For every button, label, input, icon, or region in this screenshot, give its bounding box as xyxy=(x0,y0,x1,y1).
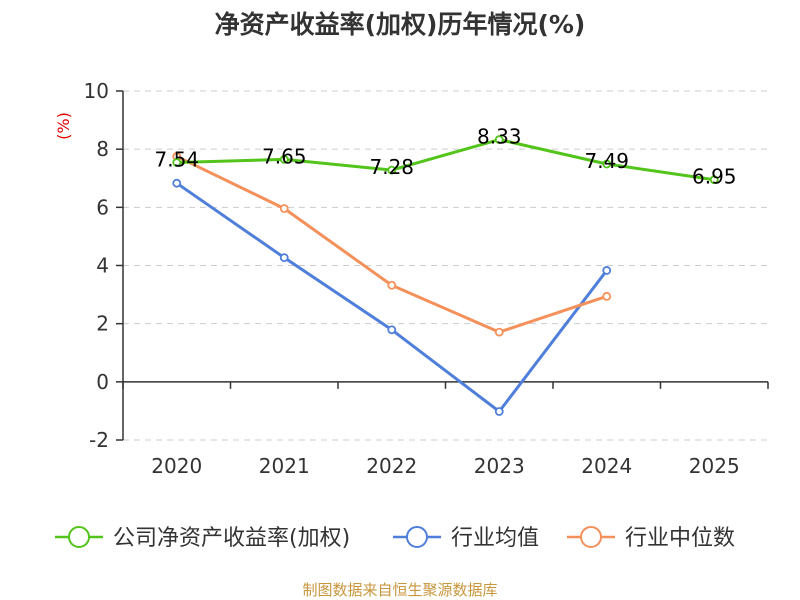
legend-label: 行业均值 xyxy=(451,526,539,551)
legend-marker xyxy=(68,526,90,548)
series-line-2 xyxy=(176,155,608,334)
y-axis-label: (%) xyxy=(54,112,73,140)
data-point xyxy=(602,266,612,275)
data-point xyxy=(279,253,289,263)
legend-label: 公司净资产收益率(加权) xyxy=(113,526,350,551)
data-point xyxy=(172,178,182,188)
x-tick-label: 2025 xyxy=(689,454,740,478)
data-point xyxy=(172,158,182,167)
y-tick-label: 2 xyxy=(96,312,109,336)
legend-label: 行业中位数 xyxy=(625,526,735,551)
source-note: 制图数据来自恒生聚源数据库 xyxy=(302,581,497,599)
legend-item-2[interactable]: 行业中位数 xyxy=(567,526,735,551)
x-tick-label: 2024 xyxy=(581,454,632,478)
data-label: 7.28 xyxy=(369,155,414,179)
data-point xyxy=(494,327,504,337)
chart-title: 净资产收益率(加权)历年情况(%) xyxy=(215,10,586,39)
data-label: 7.49 xyxy=(584,149,629,173)
legend: 公司净资产收益率(加权) 行业均值 行业中位数 xyxy=(55,526,735,551)
y-tick-label: 0 xyxy=(96,370,109,394)
y-tick-label: 4 xyxy=(96,254,109,278)
y-tick-label: 10 xyxy=(84,79,109,103)
legend-marker xyxy=(406,526,428,548)
y-tick-label: 6 xyxy=(96,195,109,219)
data-label: 7.65 xyxy=(262,144,307,168)
axes: -2 0 2 4 6 8 10 2020 2021 2022 2023 2024 2025 xyxy=(84,79,769,478)
data-point xyxy=(279,154,289,164)
data-label: 8.33 xyxy=(477,125,522,149)
data-point xyxy=(387,325,397,335)
y-tick-label: -2 xyxy=(89,428,109,452)
legend-marker xyxy=(580,526,602,548)
legend-item-0[interactable]: 公司净资产收益率(加权) xyxy=(55,526,350,551)
x-tick-label: 2021 xyxy=(259,454,310,478)
series-line-0 xyxy=(176,138,715,182)
data-point xyxy=(602,159,612,169)
data-labels: 7.54 7.65 7.28 8.33 7.49 6.95 xyxy=(154,125,736,189)
x-tick-label: 2023 xyxy=(474,454,525,478)
data-point xyxy=(494,407,504,416)
data-point xyxy=(387,165,397,175)
series xyxy=(172,135,719,416)
legend-item-1[interactable]: 行业均值 xyxy=(393,526,539,551)
data-label: 7.54 xyxy=(154,148,199,172)
data-point xyxy=(387,280,397,290)
y-tick-label: 8 xyxy=(96,137,109,161)
data-label: 6.95 xyxy=(692,165,737,189)
x-tick-label: 2022 xyxy=(366,454,417,478)
data-point xyxy=(709,175,719,185)
data-point xyxy=(494,135,504,144)
data-point xyxy=(602,291,612,301)
x-tick-label: 2020 xyxy=(151,454,202,478)
series-line-1 xyxy=(175,181,608,413)
data-point xyxy=(279,204,289,213)
grid-lines xyxy=(123,90,768,441)
